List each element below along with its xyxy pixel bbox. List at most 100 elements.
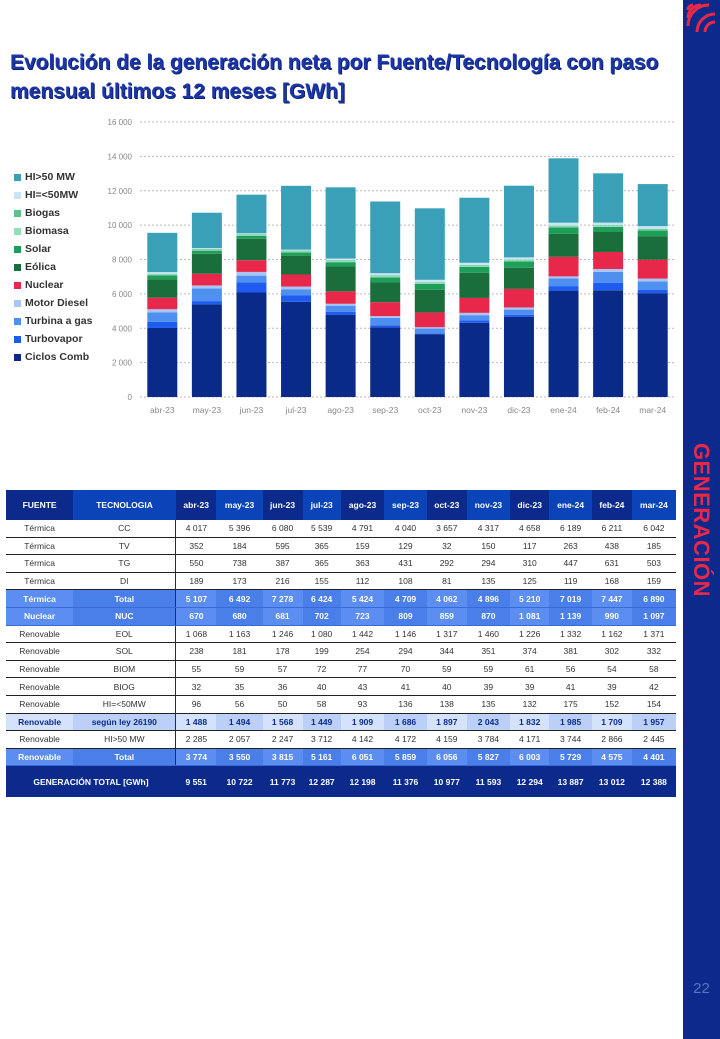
bar-segment [147,273,178,275]
table-row: Renovable EOL 1 068 1 163 1 246 1 080 1 442 1 1… [6,625,676,644]
table-cell: 41 [549,677,592,696]
bar-segment [191,304,222,397]
table-cell: 5 107 [175,589,217,608]
table-cell: 2 057 [216,730,263,749]
table-cell: 77 [340,660,385,679]
table-cell: Total [73,589,177,608]
table-cell: 39 [591,677,632,696]
bar-segment [637,229,668,231]
table-cell: 150 [466,537,511,556]
bar-segment [147,232,178,273]
bar-segment [191,253,222,274]
bar-segment [503,259,534,261]
table-cell: 152 [591,695,632,714]
table-cell: 54 [591,660,632,679]
table-cell: DI [73,572,177,591]
bar-segment [236,238,267,261]
bar-segment [236,234,267,236]
x-tick-label: sep-23 [372,405,398,415]
table-cell: 135 [466,695,511,714]
table-cell: SOL [73,642,177,661]
bar-segment [637,293,668,397]
table-cell: 1 162 [591,625,632,644]
table-cell: 4 658 [510,520,550,538]
table-cell: 294 [466,554,511,573]
table-cell: Renovable [6,660,74,679]
table-cell: 1 442 [340,625,385,644]
bar-segment [637,228,668,230]
generation-table: FUENTE TECNOLOGIA abr-23 may-23 jun-23 jul-23… [6,490,676,798]
column-header: oct-23 [426,490,467,520]
section-label: GENERACIÓN [683,410,720,630]
table-row: Renovable SOL 238 181 178 199 254 294 344 351 374 3… [6,642,676,661]
table-cell: 112 [340,572,385,591]
y-tick-label: 2 000 [112,359,133,368]
legend-item: Biomasa [14,222,93,240]
x-tick-label: ene-24 [550,405,577,415]
grand-total-row: GENERACIÓN TOTAL [GWh] 9 551 10 722 11 773 1… [6,765,676,798]
table-cell: 4 017 [175,520,217,538]
bar-segment [414,289,445,313]
table-cell: 1 371 [631,625,676,644]
table-cell: 168 [591,572,632,591]
table-cell: 4 062 [426,589,467,608]
table-cell: Renovable [6,642,74,661]
bar-segment [370,327,401,397]
table-cell: 189 [175,572,217,591]
bar-segment [503,260,534,262]
table-cell: 57 [262,660,303,679]
grand-total-cell: 11 773 [262,765,303,798]
table-cell: 5 396 [216,520,263,538]
table-cell: 374 [510,642,550,661]
legend-item: Motor Diesel [14,294,93,312]
bar-segment [503,314,534,317]
y-tick-label: 10 000 [108,221,133,230]
grand-total-label: GENERACIÓN TOTAL [GWh] [6,765,176,798]
legend-label: HI>50 MW [25,171,75,183]
table-cell: 108 [384,572,427,591]
grand-total-cell: 10 722 [216,765,263,798]
legend-label: HI=<50MW [25,189,79,201]
table-cell: 56 [549,660,592,679]
table-cell: 1 985 [549,713,592,732]
bar-segment [459,315,490,321]
legend-item: Nuclear [14,276,93,294]
table-cell: 363 [340,554,385,573]
bar-segment [503,267,534,289]
y-tick-label: 14 000 [108,152,133,161]
table-cell: 4 172 [384,730,427,749]
table-cell: 7 019 [549,589,592,608]
bar-segment [548,286,579,291]
legend-item: Biogas [14,204,93,222]
table-cell: 2 247 [262,730,303,749]
table-row: Renovable BIOM 55 59 57 72 77 70 59 59 61 56 54 58 [6,660,676,679]
bar-segment [459,262,490,266]
table-cell: 4 171 [510,730,550,749]
bar-segment [637,226,668,229]
legend-label: Biomasa [25,225,69,237]
bar-segment [370,277,401,283]
table-cell: 870 [466,607,511,626]
table-cell: 681 [262,607,303,626]
table-cell: 381 [549,642,592,661]
table-cell: 5 210 [510,589,550,608]
legend-swatch [14,209,21,217]
bar-segment [548,226,579,228]
bar-segment [637,230,668,237]
bar-segment [503,307,534,310]
column-header: ago-23 [340,490,385,520]
bar-segment [191,249,222,251]
section-title: GENERACIÓN [689,442,714,598]
legend-swatch [14,263,21,271]
table-cell: 175 [549,695,592,714]
table-cell: Renovable [6,748,74,767]
stacked-bar-chart: 0 2 000 4 000 6 000 8 000 10 000 12 000 14 000 1… [108,118,675,415]
table-cell: 39 [466,677,511,696]
legend-swatch [14,227,21,235]
table-cell: 387 [262,554,303,573]
page-title: Evolución de la generación neta por Fuen… [10,51,659,103]
column-header: jun-23 [262,490,303,520]
bar-segment [281,295,312,302]
table-cell: Total [73,748,177,767]
table-cell: 36 [262,677,303,696]
